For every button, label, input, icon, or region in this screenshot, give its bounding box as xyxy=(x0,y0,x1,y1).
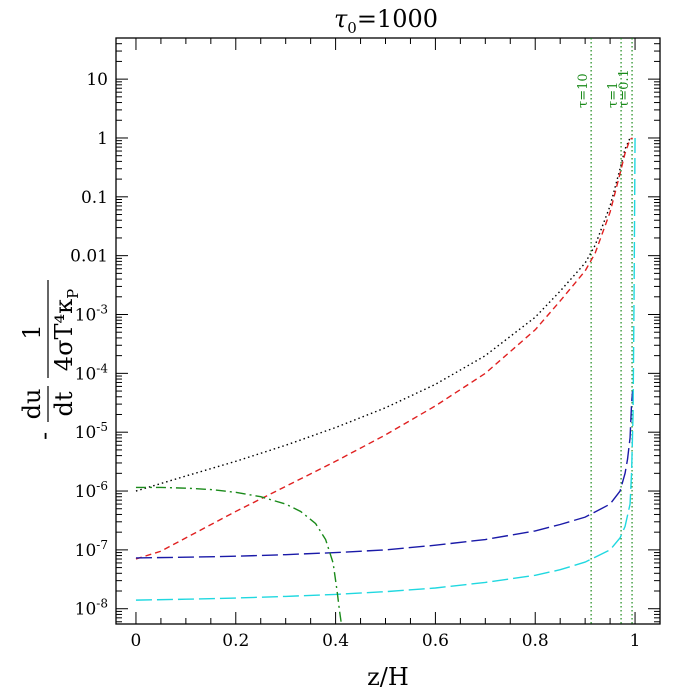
y-axis-title-den-right: 4σT⁴κP xyxy=(50,289,82,371)
y-axis-title: - du dt 1 4σT⁴κP xyxy=(18,280,82,440)
series-line-1 xyxy=(135,137,631,492)
reference-line-label: τ=1 xyxy=(606,82,621,108)
x-axis-title: z/H xyxy=(367,663,409,691)
y-tick-label: 10-4 xyxy=(75,361,109,384)
x-tick-label: 0.8 xyxy=(522,631,549,651)
y-tick-label: 10 xyxy=(86,70,108,90)
chart-title-subscript: 0 xyxy=(347,19,357,37)
y-tick-label: 1 xyxy=(97,129,108,149)
y-axis-title-num-left: du xyxy=(18,389,46,420)
reference-line-label: τ=0.1 xyxy=(617,69,632,108)
plot-frame xyxy=(115,37,661,625)
series-line-5 xyxy=(135,486,343,624)
y-tick-label: 10-3 xyxy=(75,303,108,326)
y-tick-label: 10-6 xyxy=(75,479,108,502)
y-axis: 10 1 0.1 0.01 10-3 10-4 10-5 10-6 10-7 10-8 xyxy=(70,37,660,623)
y-axis-title-sign: - xyxy=(30,432,58,440)
x-tick-label: 0 xyxy=(131,631,142,651)
x-tick-label: 0.2 xyxy=(222,631,249,651)
x-tick-label: 0.4 xyxy=(322,631,349,651)
reference-line-label: τ=10 xyxy=(576,73,591,108)
y-tick-label: 10-5 xyxy=(75,420,108,443)
series-line-3 xyxy=(135,391,634,559)
x-tick-label: 0.6 xyxy=(422,631,449,651)
chart-title-symbol: τ xyxy=(334,5,348,33)
series-layer xyxy=(135,137,636,624)
series-line-4 xyxy=(135,137,636,601)
y-axis-title-num-right: 1 xyxy=(18,324,46,339)
y-tick-label: 0.1 xyxy=(81,188,108,208)
y-axis-title-den-right-sub: P xyxy=(64,289,82,299)
y-tick-label: 10-8 xyxy=(75,597,108,620)
y-tick-label: 0.01 xyxy=(70,247,108,267)
series-line-2 xyxy=(135,137,633,560)
y-axis-title-den-right-main: 4σT⁴κ xyxy=(50,299,78,371)
y-axis-title-den-left: dt xyxy=(50,391,78,416)
x-tick-label: 1 xyxy=(630,631,641,651)
chart-title-value: =1000 xyxy=(357,5,438,33)
x-axis: 0 0.2 0.4 0.6 0.8 1 xyxy=(131,38,661,651)
y-tick-label: 10-7 xyxy=(75,538,108,561)
reference-lines: τ=10 τ=1τ=0.1 xyxy=(576,38,633,624)
chart-title: τ0=1000 xyxy=(334,5,438,37)
